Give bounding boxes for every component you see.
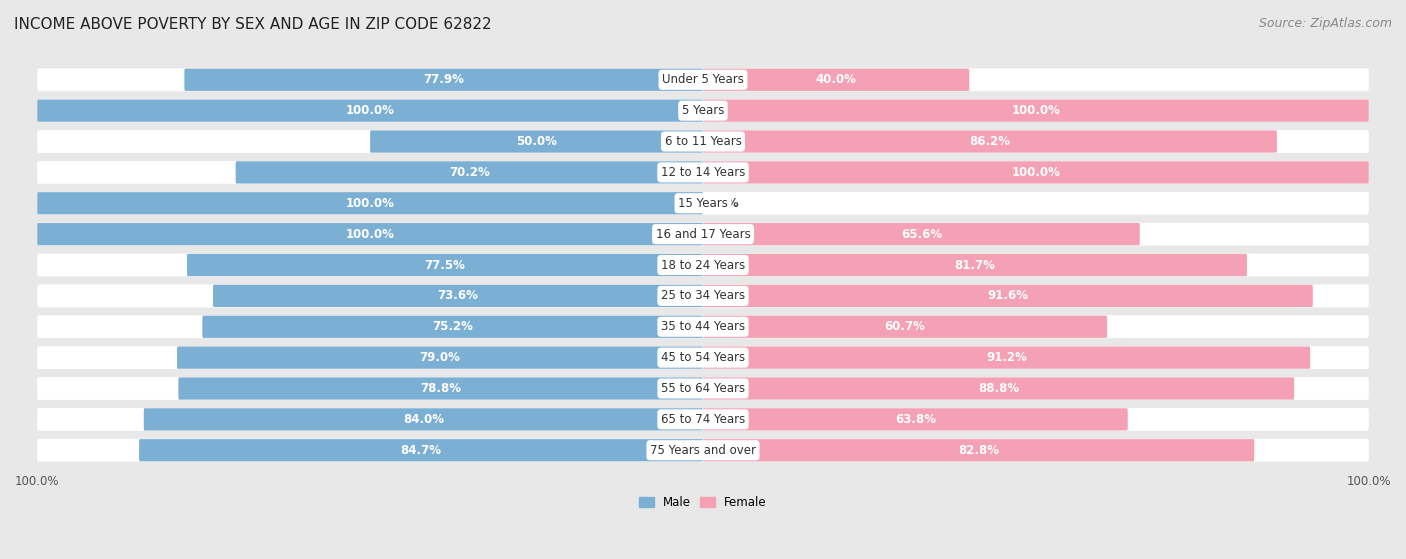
Text: 75.2%: 75.2% <box>432 320 472 333</box>
Text: 91.2%: 91.2% <box>986 351 1026 364</box>
FancyBboxPatch shape <box>703 254 1247 276</box>
FancyBboxPatch shape <box>37 223 703 245</box>
FancyBboxPatch shape <box>236 162 703 183</box>
Text: 100.0%: 100.0% <box>1011 166 1060 179</box>
Text: 81.7%: 81.7% <box>955 258 995 272</box>
Text: 18 to 24 Years: 18 to 24 Years <box>661 258 745 272</box>
FancyBboxPatch shape <box>703 100 1369 122</box>
FancyBboxPatch shape <box>37 100 703 122</box>
FancyBboxPatch shape <box>184 69 703 91</box>
Text: 40.0%: 40.0% <box>815 73 856 86</box>
Text: 77.9%: 77.9% <box>423 73 464 86</box>
Text: 100.0%: 100.0% <box>346 197 395 210</box>
Text: 84.0%: 84.0% <box>404 413 444 426</box>
FancyBboxPatch shape <box>37 130 1369 153</box>
Text: 78.8%: 78.8% <box>420 382 461 395</box>
Text: 5 Years: 5 Years <box>682 104 724 117</box>
Text: 82.8%: 82.8% <box>957 444 1000 457</box>
FancyBboxPatch shape <box>37 408 1369 431</box>
FancyBboxPatch shape <box>187 254 703 276</box>
Text: 35 to 44 Years: 35 to 44 Years <box>661 320 745 333</box>
FancyBboxPatch shape <box>202 316 703 338</box>
Text: 88.8%: 88.8% <box>979 382 1019 395</box>
Text: 77.5%: 77.5% <box>425 258 465 272</box>
FancyBboxPatch shape <box>37 254 1369 277</box>
Text: 70.2%: 70.2% <box>449 166 489 179</box>
Text: 60.7%: 60.7% <box>884 320 925 333</box>
FancyBboxPatch shape <box>179 377 703 400</box>
FancyBboxPatch shape <box>703 408 1128 430</box>
FancyBboxPatch shape <box>37 192 1369 215</box>
FancyBboxPatch shape <box>37 315 1369 338</box>
Text: 75 Years and over: 75 Years and over <box>650 444 756 457</box>
Text: 91.6%: 91.6% <box>987 290 1028 302</box>
FancyBboxPatch shape <box>37 100 1369 122</box>
FancyBboxPatch shape <box>703 69 969 91</box>
FancyBboxPatch shape <box>37 68 1369 91</box>
Text: 79.0%: 79.0% <box>419 351 461 364</box>
FancyBboxPatch shape <box>37 377 1369 400</box>
FancyBboxPatch shape <box>703 316 1107 338</box>
FancyBboxPatch shape <box>37 161 1369 184</box>
FancyBboxPatch shape <box>703 130 1277 153</box>
FancyBboxPatch shape <box>37 346 1369 369</box>
FancyBboxPatch shape <box>37 439 1369 462</box>
Text: 12 to 14 Years: 12 to 14 Years <box>661 166 745 179</box>
Text: 65 to 74 Years: 65 to 74 Years <box>661 413 745 426</box>
Text: Under 5 Years: Under 5 Years <box>662 73 744 86</box>
Text: 63.8%: 63.8% <box>894 413 936 426</box>
Text: 100.0%: 100.0% <box>346 104 395 117</box>
FancyBboxPatch shape <box>37 285 1369 307</box>
FancyBboxPatch shape <box>370 130 703 153</box>
FancyBboxPatch shape <box>37 192 703 215</box>
FancyBboxPatch shape <box>703 377 1294 400</box>
FancyBboxPatch shape <box>703 223 1140 245</box>
FancyBboxPatch shape <box>143 408 703 430</box>
Text: 15 Years: 15 Years <box>678 197 728 210</box>
FancyBboxPatch shape <box>139 439 703 461</box>
FancyBboxPatch shape <box>703 285 1313 307</box>
Text: 25 to 34 Years: 25 to 34 Years <box>661 290 745 302</box>
Text: 73.6%: 73.6% <box>437 290 478 302</box>
Text: 55 to 64 Years: 55 to 64 Years <box>661 382 745 395</box>
Text: 45 to 54 Years: 45 to 54 Years <box>661 351 745 364</box>
FancyBboxPatch shape <box>37 222 1369 245</box>
Text: 100.0%: 100.0% <box>346 228 395 240</box>
Text: 0.0%: 0.0% <box>706 197 740 210</box>
FancyBboxPatch shape <box>703 347 1310 369</box>
Text: 84.7%: 84.7% <box>401 444 441 457</box>
FancyBboxPatch shape <box>177 347 703 369</box>
Legend: Male, Female: Male, Female <box>634 491 772 514</box>
Text: 6 to 11 Years: 6 to 11 Years <box>665 135 741 148</box>
Text: 86.2%: 86.2% <box>970 135 1011 148</box>
Text: INCOME ABOVE POVERTY BY SEX AND AGE IN ZIP CODE 62822: INCOME ABOVE POVERTY BY SEX AND AGE IN Z… <box>14 17 492 32</box>
Text: 65.6%: 65.6% <box>901 228 942 240</box>
Text: 16 and 17 Years: 16 and 17 Years <box>655 228 751 240</box>
FancyBboxPatch shape <box>703 439 1254 461</box>
Text: 50.0%: 50.0% <box>516 135 557 148</box>
FancyBboxPatch shape <box>703 162 1369 183</box>
Text: 100.0%: 100.0% <box>1011 104 1060 117</box>
Text: Source: ZipAtlas.com: Source: ZipAtlas.com <box>1258 17 1392 30</box>
FancyBboxPatch shape <box>212 285 703 307</box>
